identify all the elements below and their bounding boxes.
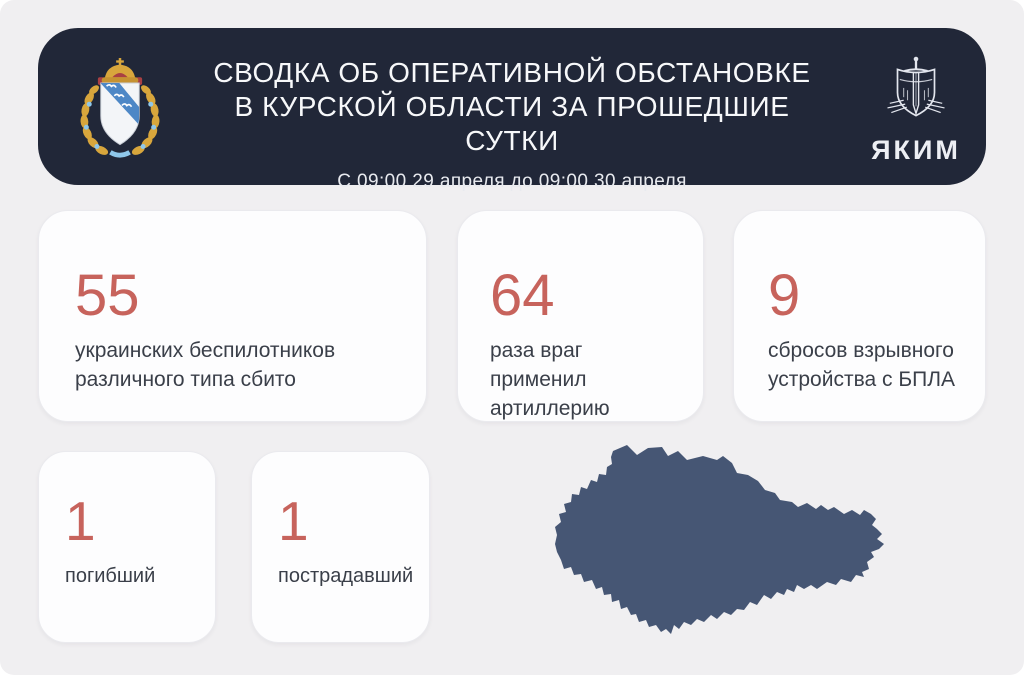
- title-line-1: СВОДКА ОБ ОПЕРАТИВНОЙ ОБСТАНОВКЕ: [213, 57, 811, 88]
- kursk-coat-of-arms-icon: [70, 56, 170, 167]
- stat-value: 55: [75, 263, 140, 328]
- stat-value: 64: [490, 263, 555, 328]
- header-banner: СВОДКА ОБ ОПЕРАТИВНОЙ ОБСТАНОВКЕ В КУРСК…: [38, 28, 986, 192]
- stat-label: украинских беспилотников различного типа…: [75, 339, 336, 391]
- stat-value: 9: [768, 263, 801, 328]
- casualty-value: 1: [278, 490, 309, 552]
- kursk-region-map-silhouette: [545, 438, 890, 643]
- title-line-2: В КУРСКОЙ ОБЛАСТИ ЗА ПРОШЕДШИЕ СУТКИ: [234, 91, 790, 156]
- casualty-card-killed: 1 погибший: [38, 451, 216, 643]
- stat-label: сбросов взрывного устройства с БПЛА: [768, 339, 956, 391]
- stat-card-artillery: 64 раза враг применил артиллерию: [457, 210, 704, 422]
- header-subtitle: С 09:00 29 апреля до 09:00 30 апреля: [337, 171, 687, 192]
- casualty-value: 1: [65, 490, 96, 552]
- stat-card-uav-drops: 9 сбросов взрывного устройства с БПЛА: [733, 210, 986, 422]
- yakim-logo-label: ЯКИМ: [871, 135, 961, 165]
- casualty-card-injured: 1 пострадавший: [251, 451, 430, 643]
- stat-label: раза враг применил артиллерию: [490, 339, 610, 420]
- stat-card-drones: 55 украинских беспилотников различного т…: [38, 210, 427, 422]
- casualty-label: пострадавший: [278, 565, 414, 587]
- header-titles: СВОДКА ОБ ОПЕРАТИВНОЙ ОБСТАНОВКЕ В КУРСК…: [188, 56, 836, 193]
- casualty-label: погибший: [65, 565, 156, 587]
- yakim-logo: ЯКИМ: [860, 54, 972, 166]
- shield-sword-icon: [883, 56, 949, 132]
